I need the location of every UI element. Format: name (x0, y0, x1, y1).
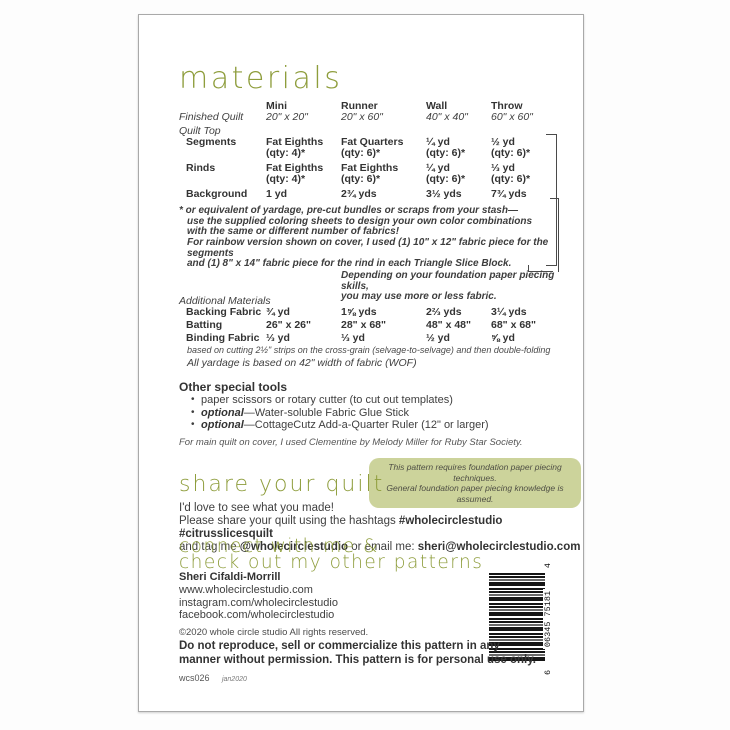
table-row-segments: Segments Fat Eighths (qty: 4)* Fat Quart… (179, 137, 583, 159)
tool-item: paper scissors or rotary cutter (to cut … (191, 394, 489, 407)
cell: Fat Eighths (qty: 4)* (266, 136, 324, 159)
bracket-inner (550, 198, 559, 272)
pattern-date: jan2020 (221, 676, 247, 683)
asterisk-note: * or equivalent of yardage, pre-cut bund… (179, 205, 533, 237)
additional-materials-label: Additional Materials (179, 295, 271, 307)
instagram-link[interactable]: instagram.com/wholecirclestudio (179, 596, 338, 609)
pattern-sku: wcs026 (179, 673, 210, 683)
cell: 2¾ yds (341, 188, 377, 200)
cell: 48" x 48" (426, 319, 471, 331)
tool-item: optional—CottageCutz Add-a-Quarter Ruler… (191, 419, 489, 432)
barcode-number: 06345 75181 (542, 588, 553, 650)
instagram-handle[interactable]: @wholecirclestudio (239, 541, 349, 553)
quilt-top-label: Quilt Top (179, 125, 221, 137)
table-row-background: Background 1 yd 2¾ yds 3½ yds 7¾ yds (179, 189, 583, 200)
cell: Fat Eighths (qty: 4)* (266, 162, 324, 185)
barcode-left-digit: 6 (542, 669, 553, 675)
copyright-line: ©2020 whole circle studio All rights res… (179, 627, 369, 638)
share-text: Please share your quilt using the hashta… (179, 515, 399, 527)
depending-note: Depending on your foundation paper pieci… (341, 270, 555, 302)
connect-heading-line2: check out my other patterns (179, 552, 484, 573)
cell: ⅓ yd (qty: 6)* (491, 162, 531, 185)
author-name: Sheri Cifaldi-Morrill (179, 571, 281, 583)
size-mini: 20" x 20" (266, 111, 308, 123)
share-text: or email me: (348, 541, 418, 553)
tool-item: optional—Water-soluble Fabric Glue Stick (191, 407, 489, 420)
share-line2: Please share your quilt using the hashta… (179, 515, 583, 541)
fpp-note-box: This pattern requires foundation paper p… (369, 458, 581, 508)
tools-heading: Other special tools (179, 380, 288, 394)
size-wall: 40" x 40" (426, 111, 468, 123)
cell: Fat Quarters (qty: 6)* (341, 136, 404, 159)
barcode: 6 06345 75181 4 (489, 563, 555, 675)
tool-text: —Water-soluble Fabric Glue Stick (243, 406, 410, 419)
row-label: Background (186, 188, 248, 200)
cell: 26" x 26" (266, 319, 311, 331)
size-throw: 60" x 60" (491, 111, 533, 123)
share-text: and tag me (179, 541, 240, 553)
connect-heading: connect with me & check out my other pat… (179, 536, 484, 573)
cell: 28" x 68" (341, 319, 386, 331)
cover-fabric-note: For main quilt on cover, I used Clementi… (179, 437, 523, 448)
cell: 7¾ yds (491, 188, 527, 200)
table-row-batting: Batting 26" x 26" 28" x 68" 48" x 48" 68… (179, 320, 583, 331)
row-label: Rinds (186, 162, 216, 174)
row-label: Backing Fabric (186, 306, 262, 318)
legal-text: Do not reproduce, sell or commercialize … (179, 640, 536, 666)
barcode-bars (489, 573, 545, 663)
cell: 3¼ yds (491, 306, 527, 318)
cell: 68" x 68" (491, 319, 536, 331)
table-row-backing: Backing Fabric ¾ yd 1⅝ yds 2⅔ yds 3¼ yds (179, 307, 583, 318)
table-row-binding: Binding Fabric ⅓ yd ⅓ yd ½ yd ⅝ yd (179, 333, 583, 344)
cell: 1⅝ yds (341, 306, 377, 318)
column-runner: Runner (341, 100, 378, 112)
materials-heading: materials (179, 61, 343, 96)
optional-label: optional (201, 406, 244, 419)
cell: ½ yd (426, 332, 450, 344)
column-wall: Wall (426, 100, 448, 112)
cell: ¼ yd (qty: 6)* (426, 162, 466, 185)
rainbow-note: For rainbow version shown on cover, I us… (187, 237, 549, 269)
connect-heading-line1: connect with me & (179, 536, 379, 557)
cell: 1 yd (266, 188, 288, 200)
share-line3: and tag me @wholecirclestudio or email m… (179, 541, 583, 554)
table-header-row: Mini Runner Wall Throw (179, 101, 583, 112)
bracket-pointer (528, 265, 553, 272)
column-mini: Mini (266, 100, 287, 112)
row-label: Segments (186, 136, 237, 148)
cell: ½ yd (qty: 6)* (491, 136, 531, 159)
hashtags[interactable]: #wholecirclestudio #citrusslicesquilt (179, 515, 503, 540)
cell: Fat Eighths (qty: 6)* (341, 162, 399, 185)
row-label: Binding Fabric (186, 332, 260, 344)
wof-note: All yardage is based on 42" width of fab… (187, 357, 417, 369)
email-link[interactable]: sheri@wholecirclestudio.com (417, 541, 581, 553)
bracket-outer (546, 134, 557, 266)
website-link[interactable]: www.wholecirclestudio.com (179, 584, 313, 596)
tool-text: —CottageCutz Add-a-Quarter Ruler (12" or… (243, 419, 489, 431)
pattern-page: materials Mini Runner Wall Throw Finishe… (138, 14, 584, 712)
share-line1: I'd love to see what you made! (179, 502, 334, 514)
table-row-rinds: Rinds Fat Eighths (qty: 4)* Fat Eighths … (179, 163, 583, 185)
cell: ⅓ yd (266, 332, 290, 344)
binding-note: based on cutting 2½" strips on the cross… (187, 345, 551, 355)
share-heading: share your quilt (179, 472, 385, 497)
row-label: Batting (186, 319, 223, 331)
column-throw: Throw (491, 100, 523, 112)
size-runner: 20" x 60" (341, 111, 383, 123)
cell: ¼ yd (qty: 6)* (426, 136, 466, 159)
cell: ⅝ yd (491, 332, 515, 344)
cell: 3½ yds (426, 188, 462, 200)
optional-label: optional (201, 419, 244, 431)
barcode-digits: 6 06345 75181 4 (541, 563, 554, 675)
cell: 2⅔ yds (426, 306, 462, 318)
barcode-right-digit: 4 (542, 563, 553, 569)
cell: ⅓ yd (341, 332, 365, 344)
facebook-link[interactable]: facebook.com/wholecirclestudio (179, 609, 335, 621)
table-size-row: Finished Quilt 20" x 20" 20" x 60" 40" x… (179, 112, 583, 123)
finished-quilt-label: Finished Quilt (179, 111, 244, 123)
cell: ¾ yd (266, 306, 290, 318)
